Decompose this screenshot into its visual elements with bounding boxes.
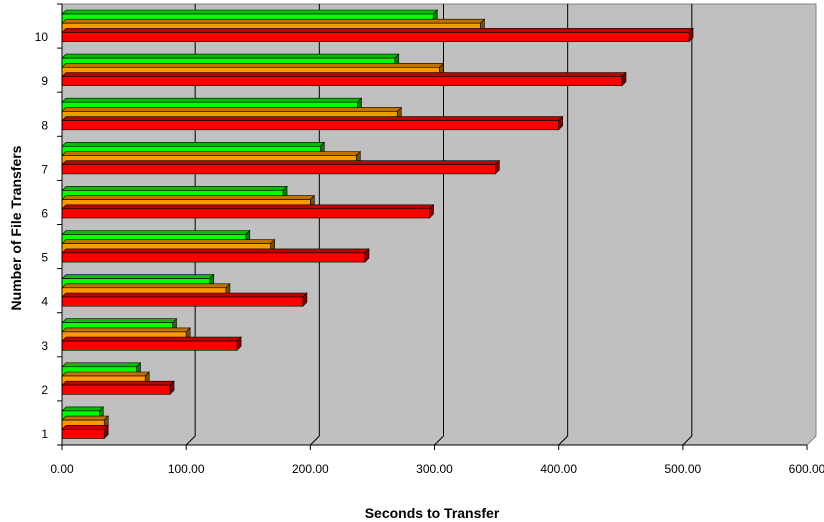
- bar: [61, 159, 501, 175]
- gridline-floor: [434, 435, 444, 446]
- y-tick-label: 5: [41, 251, 48, 265]
- bar: [61, 424, 109, 440]
- y-tick-labels: 1 2 3 4 5 6 7 8 9 10: [35, 30, 49, 441]
- bar: [61, 327, 191, 342]
- bar: [61, 9, 438, 24]
- y-tick-label: 6: [41, 206, 48, 220]
- x-tick-label: 500.00: [664, 462, 701, 476]
- bar: [61, 71, 627, 87]
- x-tick-label: 300.00: [416, 462, 453, 476]
- x-tick-label: 600.00: [789, 462, 824, 476]
- bars: [61, 9, 694, 440]
- x-tick-labels: 0.00 100.00 200.00 300.00 400.00 500.00 600.00: [50, 462, 824, 476]
- y-axis-title: Number of File Transfers: [8, 145, 24, 310]
- bar: [61, 27, 694, 43]
- bar: [61, 336, 242, 352]
- x-tick-label: 100.00: [168, 462, 205, 476]
- x-axis-title: Seconds to Transfer: [365, 505, 500, 521]
- y-tick-label: 10: [35, 30, 49, 44]
- gridline-floor: [309, 435, 320, 446]
- bar: [61, 115, 564, 131]
- y-tick-label: 7: [41, 162, 48, 176]
- y-tick-label: 8: [41, 118, 48, 132]
- gridline-floor: [185, 435, 196, 446]
- x-tick-label: 0.00: [50, 462, 74, 476]
- gridline-floor: [558, 435, 569, 446]
- bar: [61, 380, 175, 396]
- x-tick-label: 200.00: [292, 462, 329, 476]
- bar: [61, 204, 435, 219]
- bar: [61, 292, 308, 307]
- x-tick-label: 400.00: [540, 462, 577, 476]
- y-tick-label: 1: [41, 427, 48, 441]
- bar: [61, 248, 370, 263]
- bar: [61, 62, 445, 78]
- y-tick-label: 9: [41, 74, 48, 88]
- y-tick-label: 4: [41, 295, 48, 309]
- axes: [57, 3, 808, 450]
- y-tick-label: 2: [41, 383, 48, 397]
- bar: [61, 273, 215, 289]
- gridline-floor: [682, 435, 693, 446]
- y-tick-label: 3: [41, 339, 48, 353]
